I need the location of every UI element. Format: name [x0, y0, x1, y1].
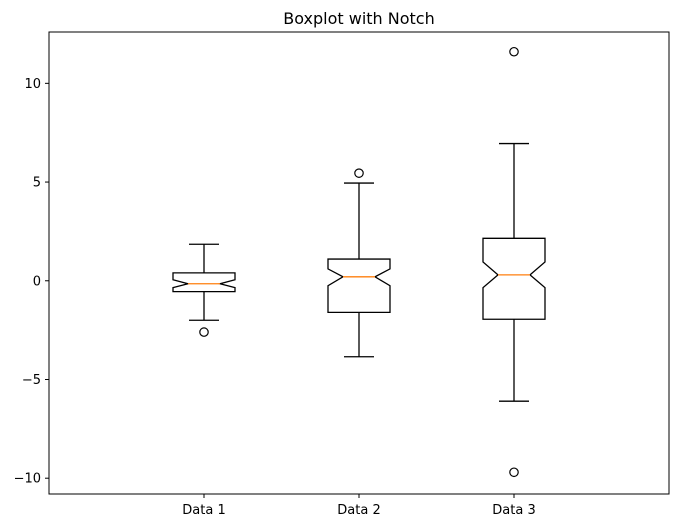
y-tick-label: 10: [24, 77, 41, 92]
outlier-point: [509, 467, 519, 478]
x-tick-label: Data 1: [182, 503, 225, 518]
outlier-point: [199, 327, 209, 337]
outlier-point: [354, 168, 364, 178]
y-tick-label: 5: [33, 176, 41, 191]
x-tick-label: Data 2: [337, 503, 380, 518]
box-body: [172, 272, 236, 293]
y-tick-label: 0: [33, 274, 41, 289]
outlier-point: [509, 46, 519, 57]
box-body: [327, 258, 391, 314]
x-tick-label: Data 3: [492, 503, 535, 518]
y-tick-label: −10: [14, 472, 41, 487]
box-body: [482, 237, 546, 320]
plot-area: −10 −5 0 5 10 Data 1 Data 2 Data 3: [14, 31, 670, 518]
chart-title: Boxplot with Notch: [283, 9, 435, 28]
y-tick-label: −5: [22, 373, 41, 388]
